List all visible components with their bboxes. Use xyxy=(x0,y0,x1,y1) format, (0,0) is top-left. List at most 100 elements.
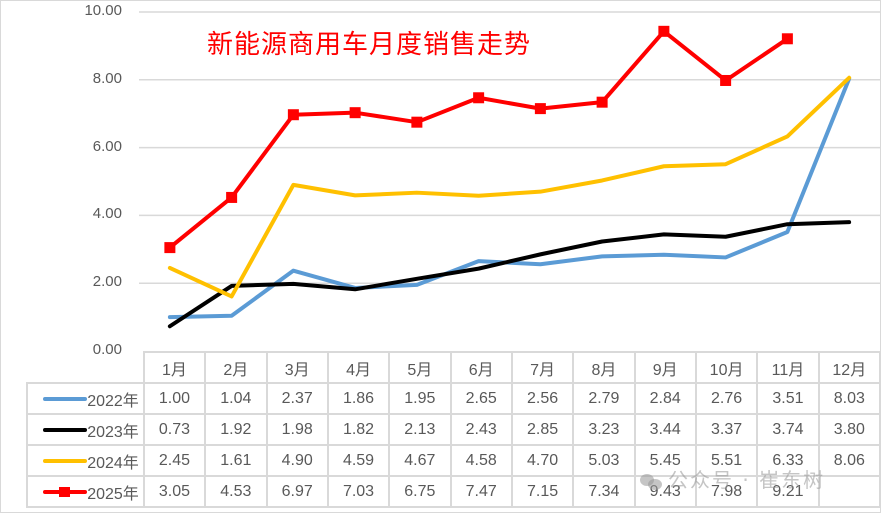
legend-key-icon xyxy=(43,486,88,497)
watermark-text: 公众号 · 崔东树 xyxy=(668,468,826,492)
table-cell: 8.06 xyxy=(817,444,881,477)
y-tick-label: 8.00 xyxy=(92,69,122,87)
table-cell: 3.74 xyxy=(756,413,820,446)
legend-entry: 2023年 xyxy=(26,413,145,446)
watermark: 公众号 · 崔东树 xyxy=(640,464,825,493)
table-cell: 3.37 xyxy=(694,413,759,446)
table-cell: 1.82 xyxy=(326,413,391,446)
table-cell: 2.84 xyxy=(633,382,697,415)
table-cell: 8.03 xyxy=(817,382,881,415)
table-cell: 2.79 xyxy=(572,382,636,415)
data-point-marker xyxy=(534,103,546,115)
table-cell: 7.03 xyxy=(326,475,391,508)
month-header: 10月 xyxy=(694,351,759,384)
table-cell: 4.59 xyxy=(326,444,391,477)
table-cell: 1.98 xyxy=(265,413,329,446)
chart-title: 新能源商用车月度销售走势 xyxy=(207,30,532,60)
table-cell: 7.47 xyxy=(449,475,513,508)
data-point-marker xyxy=(411,116,423,128)
series-line-2024年 xyxy=(167,75,852,299)
legend-entry: 2022年 xyxy=(26,382,145,415)
data-point-marker xyxy=(226,191,238,203)
month-header: 3月 xyxy=(265,351,329,384)
month-header: 6月 xyxy=(449,351,513,384)
y-tick-label: 10.00 xyxy=(84,2,122,19)
table-cell: 1.61 xyxy=(204,444,268,477)
data-point-marker xyxy=(658,25,670,37)
table-cell: 0.73 xyxy=(142,413,207,446)
table-cell: 5.51 xyxy=(694,444,759,477)
data-table: 1月 2月 3月 4月 5月 6月 7月 8月 9月 10月 11月 12月 2022年 1.00 1.04… xyxy=(26,351,881,508)
table-cell xyxy=(817,475,881,508)
table-cell: 5.03 xyxy=(572,444,636,477)
data-point-marker xyxy=(596,96,608,108)
table-row: 2024年 2.45 1.61 4.90 4.59 4.67 4.58 4.70 5.03 5.4… xyxy=(26,444,881,477)
series-line-2023年 xyxy=(167,220,852,329)
table-cell: 4.70 xyxy=(510,444,575,477)
table-cell: 2.43 xyxy=(449,413,513,446)
table-cell: 2.13 xyxy=(388,413,452,446)
table-cell: 2.45 xyxy=(142,444,207,477)
table-cell: 2.56 xyxy=(510,382,575,415)
y-tick-label: 6.00 xyxy=(92,137,122,155)
table-corner xyxy=(27,352,145,383)
data-point-marker xyxy=(473,92,485,104)
month-header: 8月 xyxy=(572,351,636,384)
data-point-marker xyxy=(287,109,299,121)
legend-key-icon xyxy=(43,425,88,435)
y-tick-label: 2.00 xyxy=(92,273,122,291)
table-cell: 6.75 xyxy=(388,475,452,508)
legend-key-icon xyxy=(43,456,88,466)
table-cell: 3.80 xyxy=(817,413,881,446)
legend-key-icon xyxy=(43,394,88,404)
legend-label: 2023年 xyxy=(87,423,139,441)
month-header: 12月 xyxy=(817,351,881,384)
table-cell: 1.95 xyxy=(388,382,452,415)
month-header: 2月 xyxy=(204,351,268,384)
month-header: 9月 xyxy=(633,351,697,384)
table-cell: 1.86 xyxy=(326,382,391,415)
table-cell: 2.85 xyxy=(510,413,575,446)
table-cell: 4.67 xyxy=(388,444,452,477)
data-point-marker xyxy=(781,33,793,45)
month-header: 11月 xyxy=(756,351,820,384)
month-header: 4月 xyxy=(326,351,391,384)
table-cell: 7.98 xyxy=(694,475,759,508)
data-point-marker xyxy=(164,242,176,254)
table-row: 2022年 1.00 1.04 2.37 1.86 1.95 2.65 2.56 2.79 2.8… xyxy=(26,382,881,415)
y-tick-label: 4.00 xyxy=(92,205,122,223)
wechat-icon xyxy=(640,473,662,490)
data-point-marker xyxy=(720,74,732,86)
table-cell: 1.00 xyxy=(142,382,207,415)
table-cell: 2.37 xyxy=(265,382,329,415)
month-header: 5月 xyxy=(388,351,452,384)
table-cell: 2.65 xyxy=(449,382,513,415)
table-cell: 4.53 xyxy=(204,475,268,508)
table-cell: 7.34 xyxy=(572,475,636,508)
table-cell: 3.05 xyxy=(142,475,207,508)
table-cell: 6.97 xyxy=(265,475,329,508)
legend-entry: 2024年 xyxy=(26,444,145,477)
table-cell: 1.92 xyxy=(204,413,268,446)
table-cell: 3.51 xyxy=(756,382,820,415)
month-header: 7月 xyxy=(510,351,575,384)
table-cell: 3.23 xyxy=(572,413,636,446)
table-cell: 1.04 xyxy=(204,382,268,415)
table-cell: 4.90 xyxy=(265,444,329,477)
table-row: 2025年 3.05 4.53 6.97 7.03 6.75 7.47 7.15 7.34 9.4… xyxy=(26,475,881,508)
table-cell: 9.21 xyxy=(756,475,820,508)
legend-label: 2024年 xyxy=(87,454,139,472)
table-header-row: 1月 2月 3月 4月 5月 6月 7月 8月 9月 10月 11月 12月 xyxy=(27,351,881,384)
table-row: 2023年 0.73 1.92 1.98 1.82 2.13 2.43 2.85 3.23 3.4… xyxy=(26,413,881,446)
legend-label: 2022年 xyxy=(87,392,139,410)
table-cell: 6.33 xyxy=(756,444,820,477)
table-cell: 3.44 xyxy=(633,413,697,446)
legend-label: 2025年 xyxy=(87,485,139,503)
month-header: 1月 xyxy=(142,351,207,384)
table-cell: 7.15 xyxy=(510,475,575,508)
data-point-marker xyxy=(349,107,361,119)
table-cell: 2.76 xyxy=(694,382,759,415)
table-cell: 5.45 xyxy=(633,444,697,477)
legend-entry: 2025年 xyxy=(26,475,145,508)
